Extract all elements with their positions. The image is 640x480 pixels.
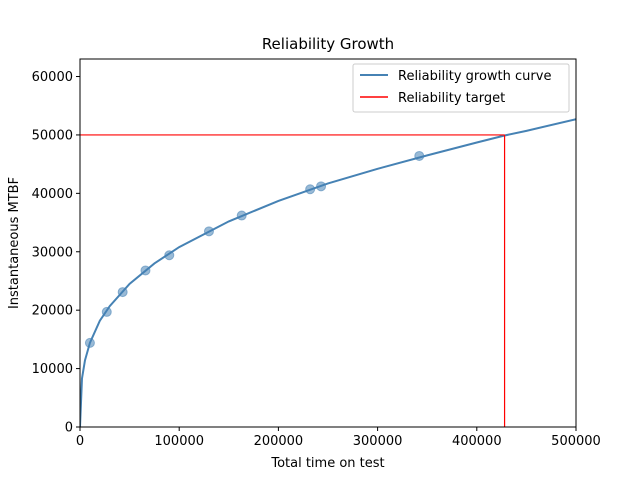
data-point xyxy=(101,306,112,317)
data-point xyxy=(316,181,327,192)
x-axis-label: Total time on test xyxy=(270,456,384,471)
y-tick-label: 0 xyxy=(65,421,73,436)
x-tick-label: 100000 xyxy=(154,434,204,449)
data-point xyxy=(164,250,175,261)
x-axis: 0 100000 200000 300000 400000 500000 xyxy=(76,427,601,449)
y-axis-label: Instantaneous MTBF xyxy=(7,177,22,309)
data-point xyxy=(84,337,95,348)
y-tick-label: 30000 xyxy=(32,245,73,260)
y-tick-label: 20000 xyxy=(32,304,73,319)
legend-box xyxy=(352,63,570,113)
data-point xyxy=(305,184,316,195)
y-tick-label: 10000 xyxy=(32,362,73,377)
data-point xyxy=(414,150,425,161)
x-tick-label: 0 xyxy=(76,434,84,449)
growth-curve-line xyxy=(80,118,576,427)
x-tick-label: 200000 xyxy=(254,434,304,449)
x-tick-label: 400000 xyxy=(452,434,502,449)
legend-label-target: Reliability target xyxy=(398,91,505,106)
legend: Reliability growth curve Reliability tar… xyxy=(352,63,570,113)
plot-frame xyxy=(79,58,577,428)
data-point xyxy=(203,226,214,237)
y-tick-label: 40000 xyxy=(32,187,73,202)
data-point xyxy=(117,287,128,298)
legend-label-growth-curve: Reliability growth curve xyxy=(398,69,551,84)
y-tick-label: 50000 xyxy=(32,128,73,143)
y-axis: 0 10000 20000 30000 40000 50000 60000 xyxy=(32,70,80,436)
y-tick-label: 60000 xyxy=(32,70,73,85)
chart-title: Reliability Growth xyxy=(262,35,394,53)
plot-area xyxy=(79,58,577,428)
x-tick-label: 300000 xyxy=(353,434,403,449)
x-tick-label: 500000 xyxy=(551,434,601,449)
data-point xyxy=(140,265,151,276)
data-point xyxy=(236,210,247,221)
